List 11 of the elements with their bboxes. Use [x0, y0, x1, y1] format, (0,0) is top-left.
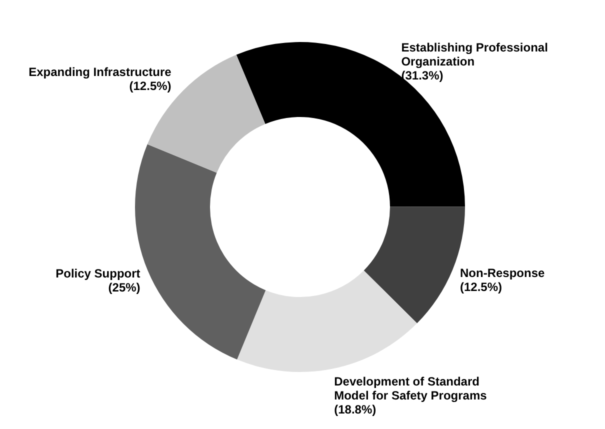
donut-slice [237, 270, 418, 372]
data-label: (18.8%) [334, 402, 376, 417]
data-label: (12.5%) [460, 280, 502, 294]
slice-label: Expanding Infrastructure [28, 65, 172, 80]
slice-label: Establishing Professional Organization [401, 40, 548, 69]
slice-label: Policy Support [56, 266, 140, 281]
data-label: (31.3%) [401, 68, 444, 83]
data-label: (25%) [108, 280, 140, 295]
data-label: (12.5%) [129, 79, 172, 94]
slice-label: Non-Response [460, 266, 546, 280]
slice-label: Development of Standard Model for Safety Programs [334, 374, 488, 403]
